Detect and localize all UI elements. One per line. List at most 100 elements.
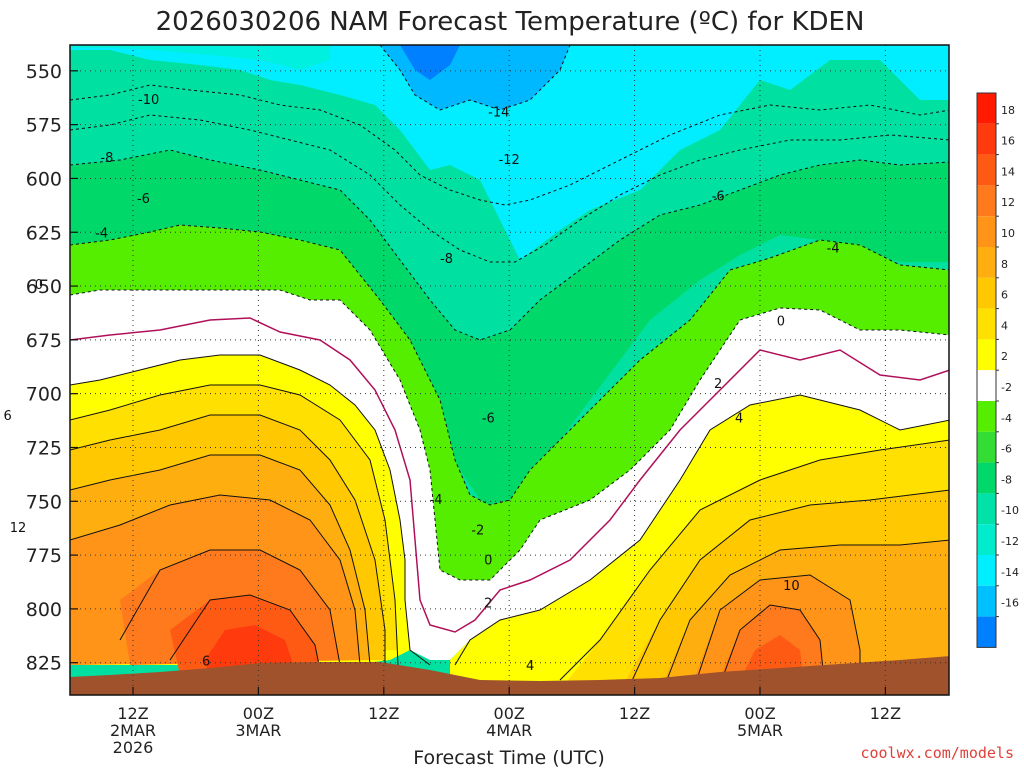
negative-contours [70,45,949,581]
colorbar-swatch [977,493,996,525]
colorbar-label: -8 [1001,473,1012,486]
contour-label: 0 [35,278,43,293]
colorbar-swatch [977,123,996,155]
contour-label: -10 [138,93,159,108]
y-tick-label: 550 [26,61,62,83]
y-tick-label: 725 [26,437,62,459]
y-tick-label: 750 [26,491,62,513]
y-axis: 550 575 600 625 650 675 700 725 750 775 800 825 [26,61,78,675]
colorbar-swatch [977,585,996,617]
x-tick-label2: 2MAR [110,721,156,740]
chart-title: 2026030206 NAM Forecast Temperature (ºC)… [156,7,865,37]
contour-label: 2 [484,596,492,611]
colorbar-label: 10 [1001,227,1015,240]
contour-label: 10 [783,579,800,594]
contour-label: -4 [430,493,443,508]
colorbar-swatch [977,616,996,648]
y-tick-label: 600 [26,168,62,190]
band-cyan-edge-left [70,45,330,70]
colorbar-swatch [977,401,996,432]
x-tick-label: 00Z [744,704,775,723]
colorbar-label: -14 [1001,566,1019,579]
band-bright-green [70,225,949,580]
x-tick-label: 12Z [619,704,650,723]
x-tick-label: 12Z [117,704,148,723]
grid [70,45,949,695]
colorbar-label: -12 [1001,535,1019,548]
contour-label: 0 [484,553,492,568]
x-tick-label2: 3MAR [235,721,281,740]
colorbar-label: 18 [1001,104,1015,117]
contour-label: -8 [100,151,113,166]
x-tick-label: 00Z [494,704,525,723]
colorbar-swatch [977,431,996,463]
colorbar-swatch [977,555,996,586]
y-tick-label: 575 [26,115,62,137]
contour-label: 0 [777,314,785,329]
contour-label: -6 [482,411,495,426]
x-tick-label: 12Z [368,704,399,723]
colorbar-swatch [977,247,996,278]
credit-text: coolwx.com/models [860,744,1014,762]
colorbar-swatch [977,154,996,186]
colorbar-label: 12 [1001,196,1015,209]
zero-contour [70,317,949,633]
contour-label: 12 [10,521,27,536]
colorbar-label: -10 [1001,504,1019,517]
plot-field [70,45,949,695]
contour-labels: -10-14-12-8-6-6-4-4-2-8002264-6-4-202121… [3,93,840,674]
contour-label: -6 [137,192,150,207]
colorbar-label: 2 [1001,350,1008,363]
contour-label: -12 [499,153,520,168]
colorbar-label: 14 [1001,165,1015,178]
y-tick-label: 800 [26,599,62,621]
contour-label: -6 [712,190,725,205]
positive-contours [70,354,949,691]
contour-label: 2 [714,377,722,392]
colorbar-label: -2 [1001,381,1012,394]
colorbar-label: 16 [1001,135,1015,148]
terrain [70,656,949,695]
contour-label: -2 [471,523,484,538]
x-tick-label: 00Z [243,704,274,723]
colorbar-label: -4 [1001,412,1012,425]
band-blue-deep [400,45,460,80]
colorbar-swatch [977,462,996,494]
contour-label: -14 [488,106,509,121]
contour-label: -8 [440,252,453,267]
band-white [70,290,949,660]
colorbar-swatch [977,339,996,371]
x-tick-label2: 4MAR [486,721,532,740]
colorbar-label: 4 [1001,319,1008,332]
y-tick-label: 675 [26,330,62,352]
y-tick-label: 700 [26,384,62,406]
contour-label: -4 [95,226,108,241]
contour-label: 4 [526,659,534,674]
colorbar-label: -16 [1001,597,1019,610]
y-tick-label: 825 [26,653,62,675]
x-tick-label3: 2026 [113,738,154,757]
colorbar-swatch [977,370,996,401]
contour-label: 6 [3,409,11,424]
contour-label: 4 [735,411,743,426]
band-cyan [70,45,949,260]
contour-label: 6 [202,655,210,670]
colorbar-swatch [977,185,996,217]
colorbar-label: -6 [1001,443,1012,456]
colorbar: 18 16 14 12 10 8 6 4 2 -2 -4 -6 -8 -10 -12 -14 -16 [976,92,1019,648]
colorbar-swatch [977,524,996,555]
colorbar-swatch [977,216,996,247]
x-tick-label: 12Z [870,704,901,723]
colorbar-swatch [977,93,996,124]
x-tick-label2: 5MAR [737,721,783,740]
y-tick-label: 625 [26,222,62,244]
contour-label: -4 [827,241,840,256]
colorbar-label: 6 [1001,289,1008,302]
colorbar-swatch [977,308,996,340]
colorbar-label: 8 [1001,258,1008,271]
x-axis-label: Forecast Time (UTC) [413,747,604,768]
colorbar-swatch [977,277,996,309]
y-tick-label: 775 [26,545,62,567]
